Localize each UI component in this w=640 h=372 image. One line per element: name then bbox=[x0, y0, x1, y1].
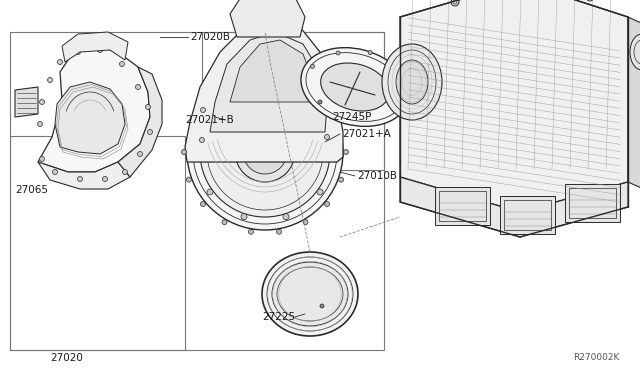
Circle shape bbox=[328, 105, 333, 109]
Polygon shape bbox=[628, 17, 640, 192]
Circle shape bbox=[276, 229, 282, 234]
Polygon shape bbox=[185, 17, 343, 162]
Bar bbox=[565, 184, 620, 222]
Circle shape bbox=[77, 176, 83, 182]
Circle shape bbox=[76, 49, 81, 55]
Circle shape bbox=[222, 219, 227, 225]
Circle shape bbox=[451, 0, 459, 6]
Circle shape bbox=[324, 202, 330, 206]
Circle shape bbox=[405, 84, 409, 89]
Circle shape bbox=[182, 150, 186, 154]
Circle shape bbox=[235, 122, 295, 182]
Polygon shape bbox=[15, 87, 38, 117]
Circle shape bbox=[147, 129, 152, 135]
Circle shape bbox=[344, 150, 349, 154]
Text: 27245P: 27245P bbox=[332, 112, 371, 122]
Polygon shape bbox=[62, 32, 128, 62]
Circle shape bbox=[396, 106, 399, 110]
Bar bbox=[569, 188, 616, 218]
Text: 27021+A: 27021+A bbox=[342, 129, 391, 139]
Polygon shape bbox=[38, 46, 150, 172]
Ellipse shape bbox=[630, 34, 640, 70]
Circle shape bbox=[187, 74, 343, 230]
Ellipse shape bbox=[262, 252, 358, 336]
Circle shape bbox=[339, 177, 344, 182]
Polygon shape bbox=[230, 40, 313, 102]
Circle shape bbox=[368, 51, 372, 55]
Circle shape bbox=[394, 63, 399, 67]
Text: 27020: 27020 bbox=[50, 353, 83, 363]
Bar bbox=[504, 200, 551, 230]
Circle shape bbox=[120, 61, 125, 67]
Circle shape bbox=[122, 170, 127, 174]
Circle shape bbox=[200, 108, 205, 112]
Circle shape bbox=[200, 202, 205, 206]
Circle shape bbox=[243, 130, 287, 174]
Text: 27065: 27065 bbox=[15, 185, 48, 195]
Circle shape bbox=[58, 60, 63, 64]
Polygon shape bbox=[55, 82, 125, 154]
Circle shape bbox=[283, 214, 289, 220]
Circle shape bbox=[330, 149, 336, 155]
Circle shape bbox=[40, 157, 45, 161]
Polygon shape bbox=[230, 0, 305, 37]
Circle shape bbox=[138, 151, 143, 157]
Ellipse shape bbox=[301, 48, 409, 126]
Circle shape bbox=[200, 138, 205, 142]
Circle shape bbox=[317, 189, 323, 195]
Circle shape bbox=[136, 84, 141, 90]
Ellipse shape bbox=[321, 63, 389, 111]
Circle shape bbox=[321, 62, 325, 66]
Bar bbox=[202, 32, 384, 170]
Polygon shape bbox=[38, 162, 130, 189]
Circle shape bbox=[207, 189, 213, 195]
Text: 27010B: 27010B bbox=[357, 171, 397, 181]
Polygon shape bbox=[400, 0, 628, 212]
Circle shape bbox=[102, 176, 108, 182]
Circle shape bbox=[47, 77, 52, 83]
Circle shape bbox=[200, 87, 330, 217]
Circle shape bbox=[336, 51, 340, 55]
Text: R270002K: R270002K bbox=[573, 353, 620, 362]
Circle shape bbox=[207, 109, 213, 115]
Ellipse shape bbox=[382, 44, 442, 120]
Circle shape bbox=[38, 122, 42, 126]
Text: 27020B: 27020B bbox=[190, 32, 230, 42]
Polygon shape bbox=[210, 32, 327, 132]
Text: 27021+B: 27021+B bbox=[185, 115, 234, 125]
Circle shape bbox=[283, 84, 289, 90]
Circle shape bbox=[586, 0, 594, 1]
Circle shape bbox=[241, 84, 247, 90]
Ellipse shape bbox=[396, 60, 428, 104]
Polygon shape bbox=[400, 177, 628, 237]
Circle shape bbox=[320, 304, 324, 308]
Circle shape bbox=[303, 219, 308, 225]
Circle shape bbox=[317, 109, 323, 115]
Circle shape bbox=[145, 105, 150, 109]
Polygon shape bbox=[118, 67, 162, 177]
Circle shape bbox=[248, 229, 253, 234]
Bar bbox=[435, 187, 490, 225]
Bar bbox=[10, 136, 185, 350]
Text: 27225: 27225 bbox=[262, 312, 295, 322]
Bar bbox=[500, 196, 555, 234]
Circle shape bbox=[241, 214, 247, 220]
Circle shape bbox=[310, 64, 314, 68]
Ellipse shape bbox=[272, 262, 348, 326]
Circle shape bbox=[194, 149, 200, 155]
Circle shape bbox=[40, 99, 45, 105]
Circle shape bbox=[324, 135, 330, 140]
Bar bbox=[439, 191, 486, 221]
Circle shape bbox=[97, 48, 102, 52]
Circle shape bbox=[52, 170, 58, 174]
Bar bbox=[10, 32, 384, 350]
Circle shape bbox=[186, 177, 191, 182]
Circle shape bbox=[318, 100, 322, 104]
